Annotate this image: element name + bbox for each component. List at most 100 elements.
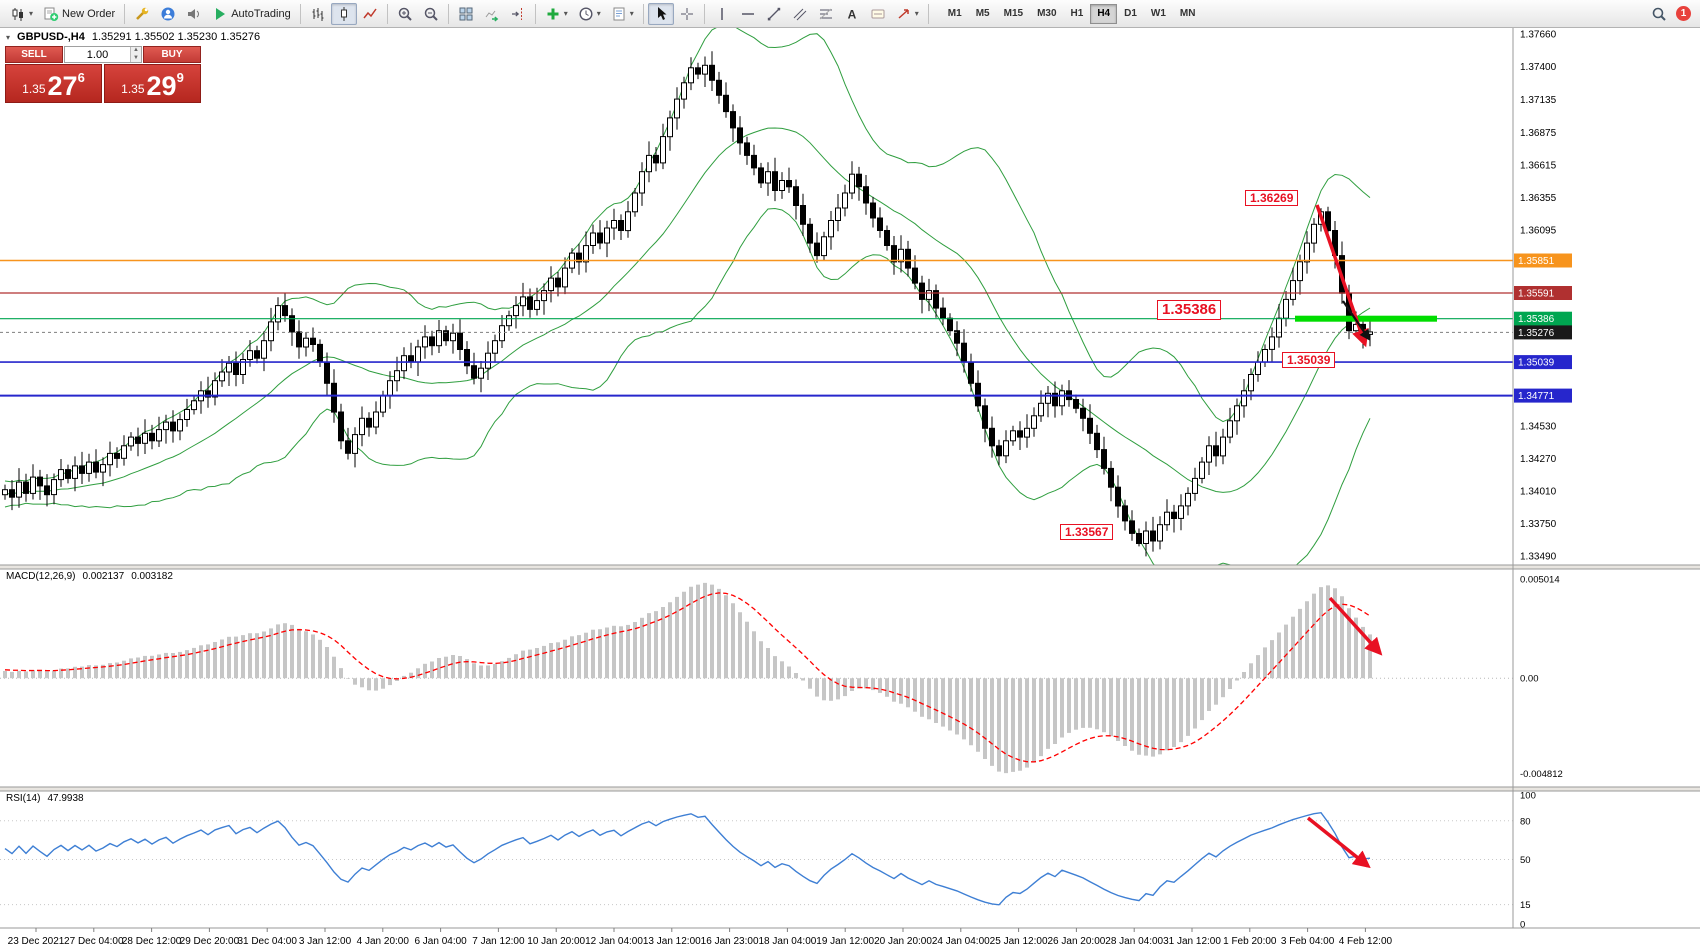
time-axis-label: 4 Feb 12:00 (1339, 936, 1393, 947)
time-axis-label: 31 Dec 04:00 (237, 936, 297, 947)
text-button[interactable]: A (839, 3, 865, 25)
timeframe-m5-button[interactable]: M5 (975, 8, 990, 19)
search-icon[interactable] (1651, 6, 1667, 22)
templates-button[interactable]: ▾ (606, 3, 639, 25)
alerts-button[interactable] (181, 3, 207, 25)
indicators-icon (545, 6, 561, 22)
zoom-out-button[interactable] (418, 3, 444, 25)
timeframe-mn-button[interactable]: MN (1179, 8, 1196, 19)
rsi-axis-label: 50 (1520, 855, 1531, 866)
time-axis-label: 24 Jan 04:00 (932, 936, 990, 947)
autotrading-button[interactable]: AutoTrading (207, 3, 296, 25)
toolbar-separator (927, 3, 929, 24)
vertical-line-button[interactable] (709, 3, 735, 25)
price-axis-label: 1.34270 (1520, 454, 1557, 465)
volume-up-button[interactable]: ▲ (131, 47, 141, 55)
price-axis-label: 1.33490 (1520, 552, 1557, 563)
price-tag-label: 1.35039 (1518, 358, 1555, 369)
chart-header: ▾ GBPUSD-,H4 1.35291 1.35502 1.35230 1.3… (6, 31, 260, 43)
sell-button[interactable]: SELL (5, 46, 63, 63)
text-label-button[interactable] (865, 3, 891, 25)
one-click-toggle-icon[interactable]: ▾ (6, 32, 11, 42)
time-axis-label: 26 Jan 20:00 (1047, 936, 1105, 947)
trendline-button[interactable] (761, 3, 787, 25)
timeframe-w1-button[interactable]: W1 (1150, 8, 1166, 19)
time-axis-label: 12 Jan 04:00 (585, 936, 643, 947)
metaeditor-icon (134, 6, 150, 22)
price-axis-label: 1.37135 (1520, 95, 1557, 106)
new-chart-button[interactable]: ▾ (5, 3, 38, 25)
periods-button[interactable]: ▾ (573, 3, 606, 25)
text-icon: A (844, 6, 860, 22)
buy-button[interactable]: BUY (143, 46, 201, 63)
timeframe-m15-button[interactable]: M15 (1003, 8, 1024, 19)
volume-input[interactable] (65, 47, 130, 62)
symbol-timeframe-label: GBPUSD-,H4 (17, 31, 85, 43)
bar-chart-button[interactable] (305, 3, 331, 25)
tile-windows-button[interactable] (453, 3, 479, 25)
crosshair-button[interactable] (674, 3, 700, 25)
chart-shift-button[interactable] (505, 3, 531, 25)
timeframe-m1-button[interactable]: M1 (947, 8, 962, 19)
auto-scroll-button[interactable] (479, 3, 505, 25)
new-order-button[interactable]: New Order (38, 3, 120, 25)
volume-down-button[interactable]: ▼ (131, 54, 141, 62)
zoom-in-button[interactable] (392, 3, 418, 25)
metaeditor-button[interactable] (129, 3, 155, 25)
price-tag (1514, 286, 1572, 300)
support-zone-rectangle[interactable] (1295, 315, 1437, 322)
indicators-button[interactable]: ▾ (540, 3, 573, 25)
price-axis-label: 1.36875 (1520, 128, 1557, 139)
time-axis[interactable] (0, 928, 1700, 951)
templates-icon (611, 6, 627, 22)
bollinger-upper-band (4, 28, 1371, 483)
svg-text:A: A (847, 7, 856, 21)
line-chart-button[interactable] (357, 3, 383, 25)
toolbar-right: 1 (1651, 6, 1695, 22)
time-axis-label: 1 Feb 20:00 (1223, 936, 1277, 947)
notification-badge[interactable]: 1 (1676, 6, 1691, 21)
chart-shift-icon (510, 6, 526, 22)
price-axis[interactable] (1513, 28, 1700, 928)
price-axis-label: 1.34530 (1520, 421, 1557, 432)
trend-arrow[interactable] (1328, 596, 1383, 656)
macd-header: MACD(12,26,9) 0.002137 0.003182 (6, 571, 173, 582)
equidistant-channel-button[interactable] (787, 3, 813, 25)
timeframe-h4-button[interactable]: H4 (1090, 3, 1118, 24)
cursor-button[interactable] (647, 2, 674, 25)
trend-arrow[interactable] (1306, 816, 1371, 869)
macd-axis-label: -0.004812 (1520, 769, 1563, 780)
arrows-tool-icon (896, 6, 912, 22)
timeframe-d1-button[interactable]: D1 (1124, 8, 1137, 19)
fibonacci-button[interactable] (813, 3, 839, 25)
bar-chart-icon (310, 6, 326, 22)
time-axis-label: 31 Jan 12:00 (1163, 936, 1221, 947)
timeframe-m30-button[interactable]: M30 (1037, 8, 1057, 19)
horizontal-line-button[interactable] (735, 3, 761, 25)
new-order-label: New Order (62, 7, 116, 20)
timeframe-h1-button[interactable]: H1 (1070, 8, 1084, 19)
price-annotation[interactable]: 1.35386 (1157, 300, 1222, 320)
price-tag (1514, 253, 1572, 268)
price-annotation[interactable]: 1.35039 (1282, 352, 1336, 369)
arrows-tool-button[interactable]: ▾ (891, 3, 924, 25)
sell-price-display[interactable]: 1.35 27 6 (5, 64, 102, 103)
price-tag-label: 1.34771 (1518, 391, 1555, 402)
panel-separator[interactable] (0, 565, 1700, 569)
price-tag (1514, 355, 1572, 370)
price-chart-canvas[interactable] (0, 28, 1513, 565)
panel-separator[interactable] (0, 787, 1700, 791)
price-axis-label: 1.36355 (1520, 193, 1557, 204)
price-annotation[interactable]: 1.33567 (1060, 524, 1114, 541)
price-annotation[interactable]: 1.36269 (1245, 190, 1299, 207)
price-axis-label: 1.37400 (1520, 62, 1557, 73)
rsi-indicator (0, 811, 1513, 906)
bollinger-lower-band (4, 207, 1371, 565)
buy-price-prefix: 1.35 (121, 82, 145, 96)
cursor-icon (653, 6, 669, 22)
buy-price-display[interactable]: 1.35 29 9 (104, 64, 201, 103)
charts-profile-button[interactable] (155, 3, 181, 25)
trend-arrow[interactable] (1342, 300, 1371, 341)
candle-chart-button[interactable] (330, 2, 357, 25)
